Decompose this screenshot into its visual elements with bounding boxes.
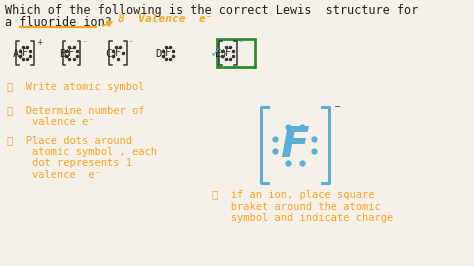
Text: F: F	[165, 48, 171, 58]
Text: ⁻: ⁻	[333, 102, 342, 117]
Text: F: F	[22, 48, 28, 58]
Text: ⁻: ⁻	[128, 38, 133, 47]
Text: A): A)	[12, 48, 25, 58]
Bar	[217, 39, 255, 67]
Text: Which of the following is the correct Lewis  structure for: Which of the following is the correct Le…	[5, 4, 419, 17]
Text: a fluoride ion?: a fluoride ion?	[5, 16, 112, 29]
Text: ⁻: ⁻	[238, 38, 243, 47]
Text: ✓: ✓	[210, 46, 221, 60]
Text: E): E)	[215, 48, 228, 58]
Text: 8  Valence  e⁻: 8 Valence e⁻	[118, 14, 212, 24]
Text: ③  Place dots around
    atomic symbol , each
    dot represents 1
    valence  : ③ Place dots around atomic symbol , each…	[7, 135, 157, 180]
Text: F: F	[225, 48, 231, 58]
Text: ④  if an ion, place square
   braket around the atomic
   symbol and indicate ch: ④ if an ion, place square braket around …	[212, 190, 393, 223]
Text: ②  Determine number of
    valence e⁻: ② Determine number of valence e⁻	[7, 105, 145, 127]
Text: D): D)	[155, 48, 168, 58]
Text: ⁻: ⁻	[82, 38, 86, 47]
Text: +: +	[36, 38, 42, 47]
Text: F: F	[115, 48, 121, 58]
Text: F: F	[68, 48, 74, 58]
Text: C): C)	[105, 48, 118, 58]
Text: B): B)	[59, 48, 72, 58]
Text: ①  Write atomic symbol: ① Write atomic symbol	[7, 82, 145, 92]
Text: F: F	[281, 124, 309, 166]
